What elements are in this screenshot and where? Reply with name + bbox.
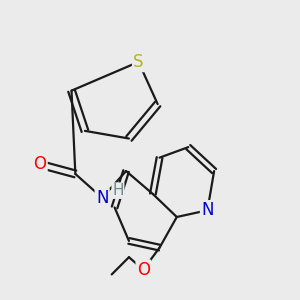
Text: O: O <box>137 261 150 279</box>
Text: S: S <box>133 53 144 71</box>
Text: H: H <box>112 183 124 198</box>
Text: N: N <box>201 201 214 219</box>
Text: O: O <box>33 155 46 173</box>
Text: N: N <box>96 189 108 207</box>
